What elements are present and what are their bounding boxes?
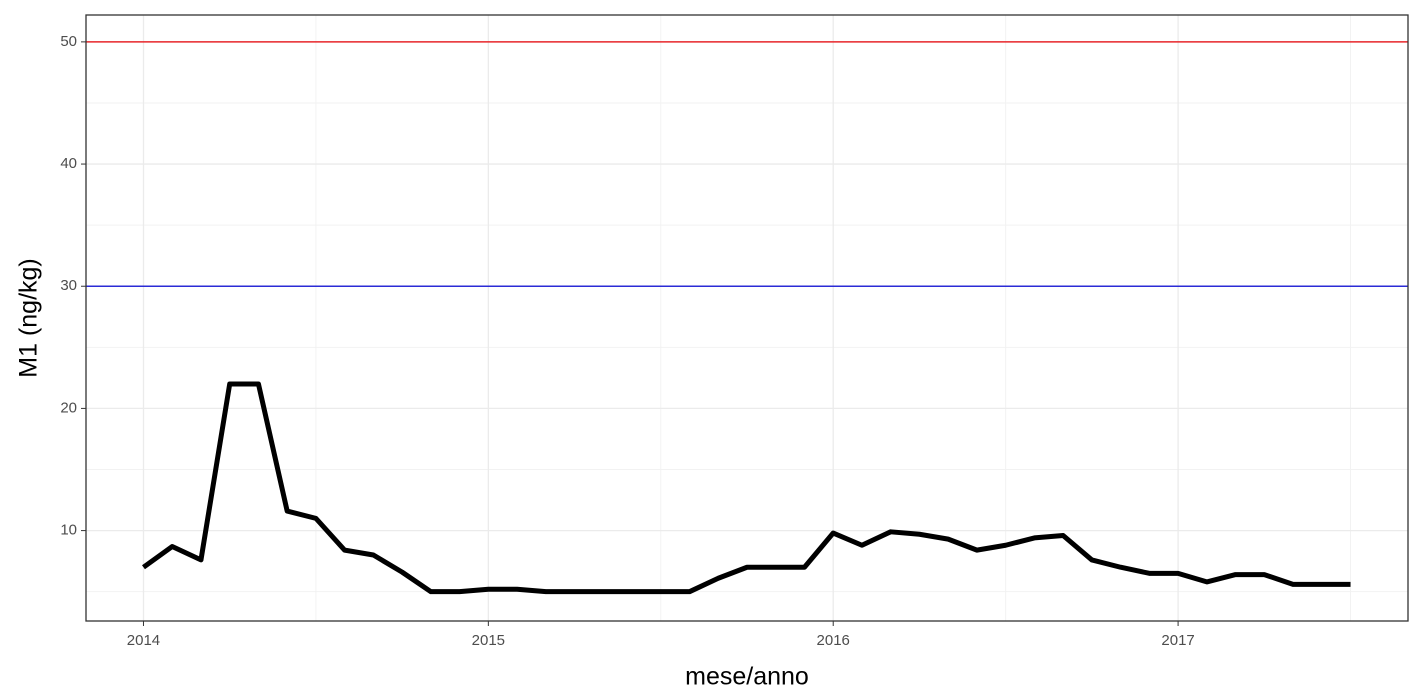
panel-background bbox=[86, 15, 1408, 621]
y-axis-title: M1 (ng/kg) bbox=[15, 258, 43, 377]
x-tick-label: 2014 bbox=[127, 632, 160, 649]
x-tick-label: 2017 bbox=[1161, 632, 1194, 649]
data-line bbox=[142, 381, 1351, 595]
y-tick-label: 10 bbox=[60, 522, 77, 539]
y-tick-label: 40 bbox=[60, 155, 77, 172]
x-tick-label: 2015 bbox=[472, 632, 505, 649]
x-tick-label: 2016 bbox=[817, 632, 850, 649]
y-tick-label: 20 bbox=[60, 399, 77, 416]
panel-border bbox=[85, 14, 1409, 622]
y-tick-label: 50 bbox=[60, 33, 77, 50]
x-axis-title: mese/anno bbox=[685, 663, 809, 691]
y-tick-label: 30 bbox=[60, 277, 77, 294]
